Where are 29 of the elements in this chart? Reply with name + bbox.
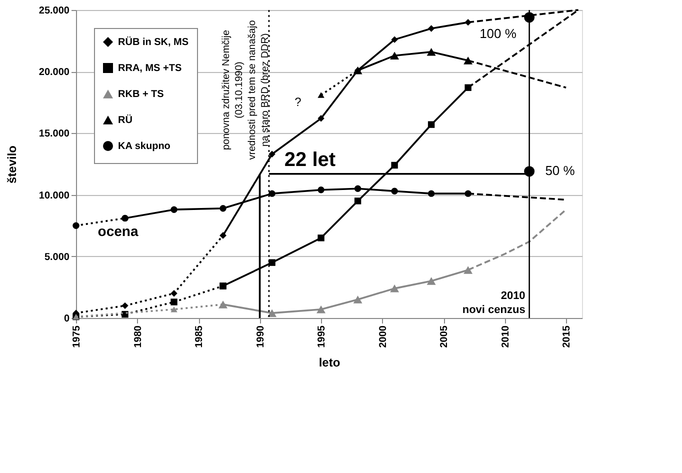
legend-label: RÜ xyxy=(118,114,132,126)
x-tick-label: 1975 xyxy=(72,325,82,348)
x-tick-label: 2015 xyxy=(562,325,573,348)
y-tick-label: 20.000 xyxy=(38,67,70,78)
y-tick-label: 15.000 xyxy=(38,128,70,140)
annotation: 100 % xyxy=(480,26,517,41)
x-axis-title: leto xyxy=(318,356,340,370)
y-tick-label: 5.000 xyxy=(44,252,70,263)
annotation: ocena xyxy=(98,223,138,239)
x-tick-label: 2010 xyxy=(500,325,512,348)
x-tick-label: 2005 xyxy=(439,325,450,348)
y-tick-label: 25.000 xyxy=(38,6,70,16)
x-tick-label: 1980 xyxy=(132,325,144,348)
annotation: 50 % xyxy=(545,163,576,178)
ref-line-label: 2010 novi cenzus xyxy=(462,290,526,316)
annotation: ponovna združitev Nemčije (03.10.1990) vrednosti pred tem se nanašajo na staro BRD (brez DDR) xyxy=(221,20,271,160)
legend-label: RRA, MS +TS xyxy=(118,63,182,74)
x-tick-label: 1995 xyxy=(316,325,328,348)
annotation: 22 let xyxy=(284,149,336,171)
legend-label: RKB + TS xyxy=(118,89,164,100)
annotation: ? xyxy=(294,95,302,109)
x-tick-label: 1985 xyxy=(194,325,206,348)
x-tick-label: 1990 xyxy=(255,325,266,348)
legend-label: KA skupno xyxy=(118,141,170,152)
legend-label: RÜB in SK, MS xyxy=(118,36,189,48)
y-tick-label: 10.000 xyxy=(38,190,70,202)
y-axis-title: število xyxy=(4,145,19,184)
y-tick-label: 0 xyxy=(64,314,70,324)
x-tick-label: 2000 xyxy=(378,325,389,348)
